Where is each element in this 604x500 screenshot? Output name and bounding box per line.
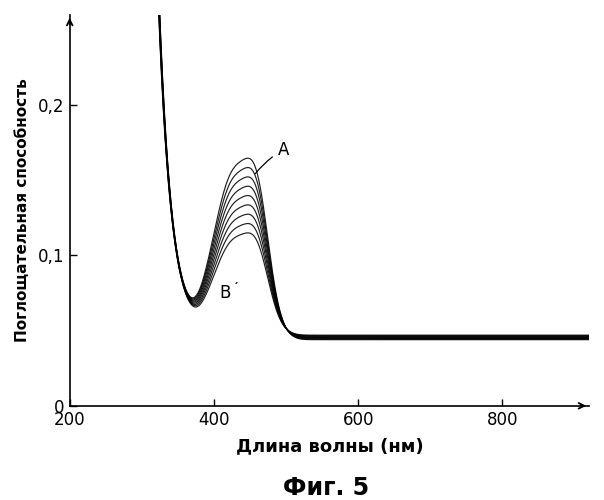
Text: A: A	[255, 141, 289, 174]
Y-axis label: Поглощательная способность: Поглощательная способность	[15, 78, 30, 342]
Text: Фиг. 5: Фиг. 5	[283, 476, 369, 500]
Text: B: B	[220, 282, 237, 302]
X-axis label: Длина волны (нм): Длина волны (нм)	[236, 437, 423, 455]
